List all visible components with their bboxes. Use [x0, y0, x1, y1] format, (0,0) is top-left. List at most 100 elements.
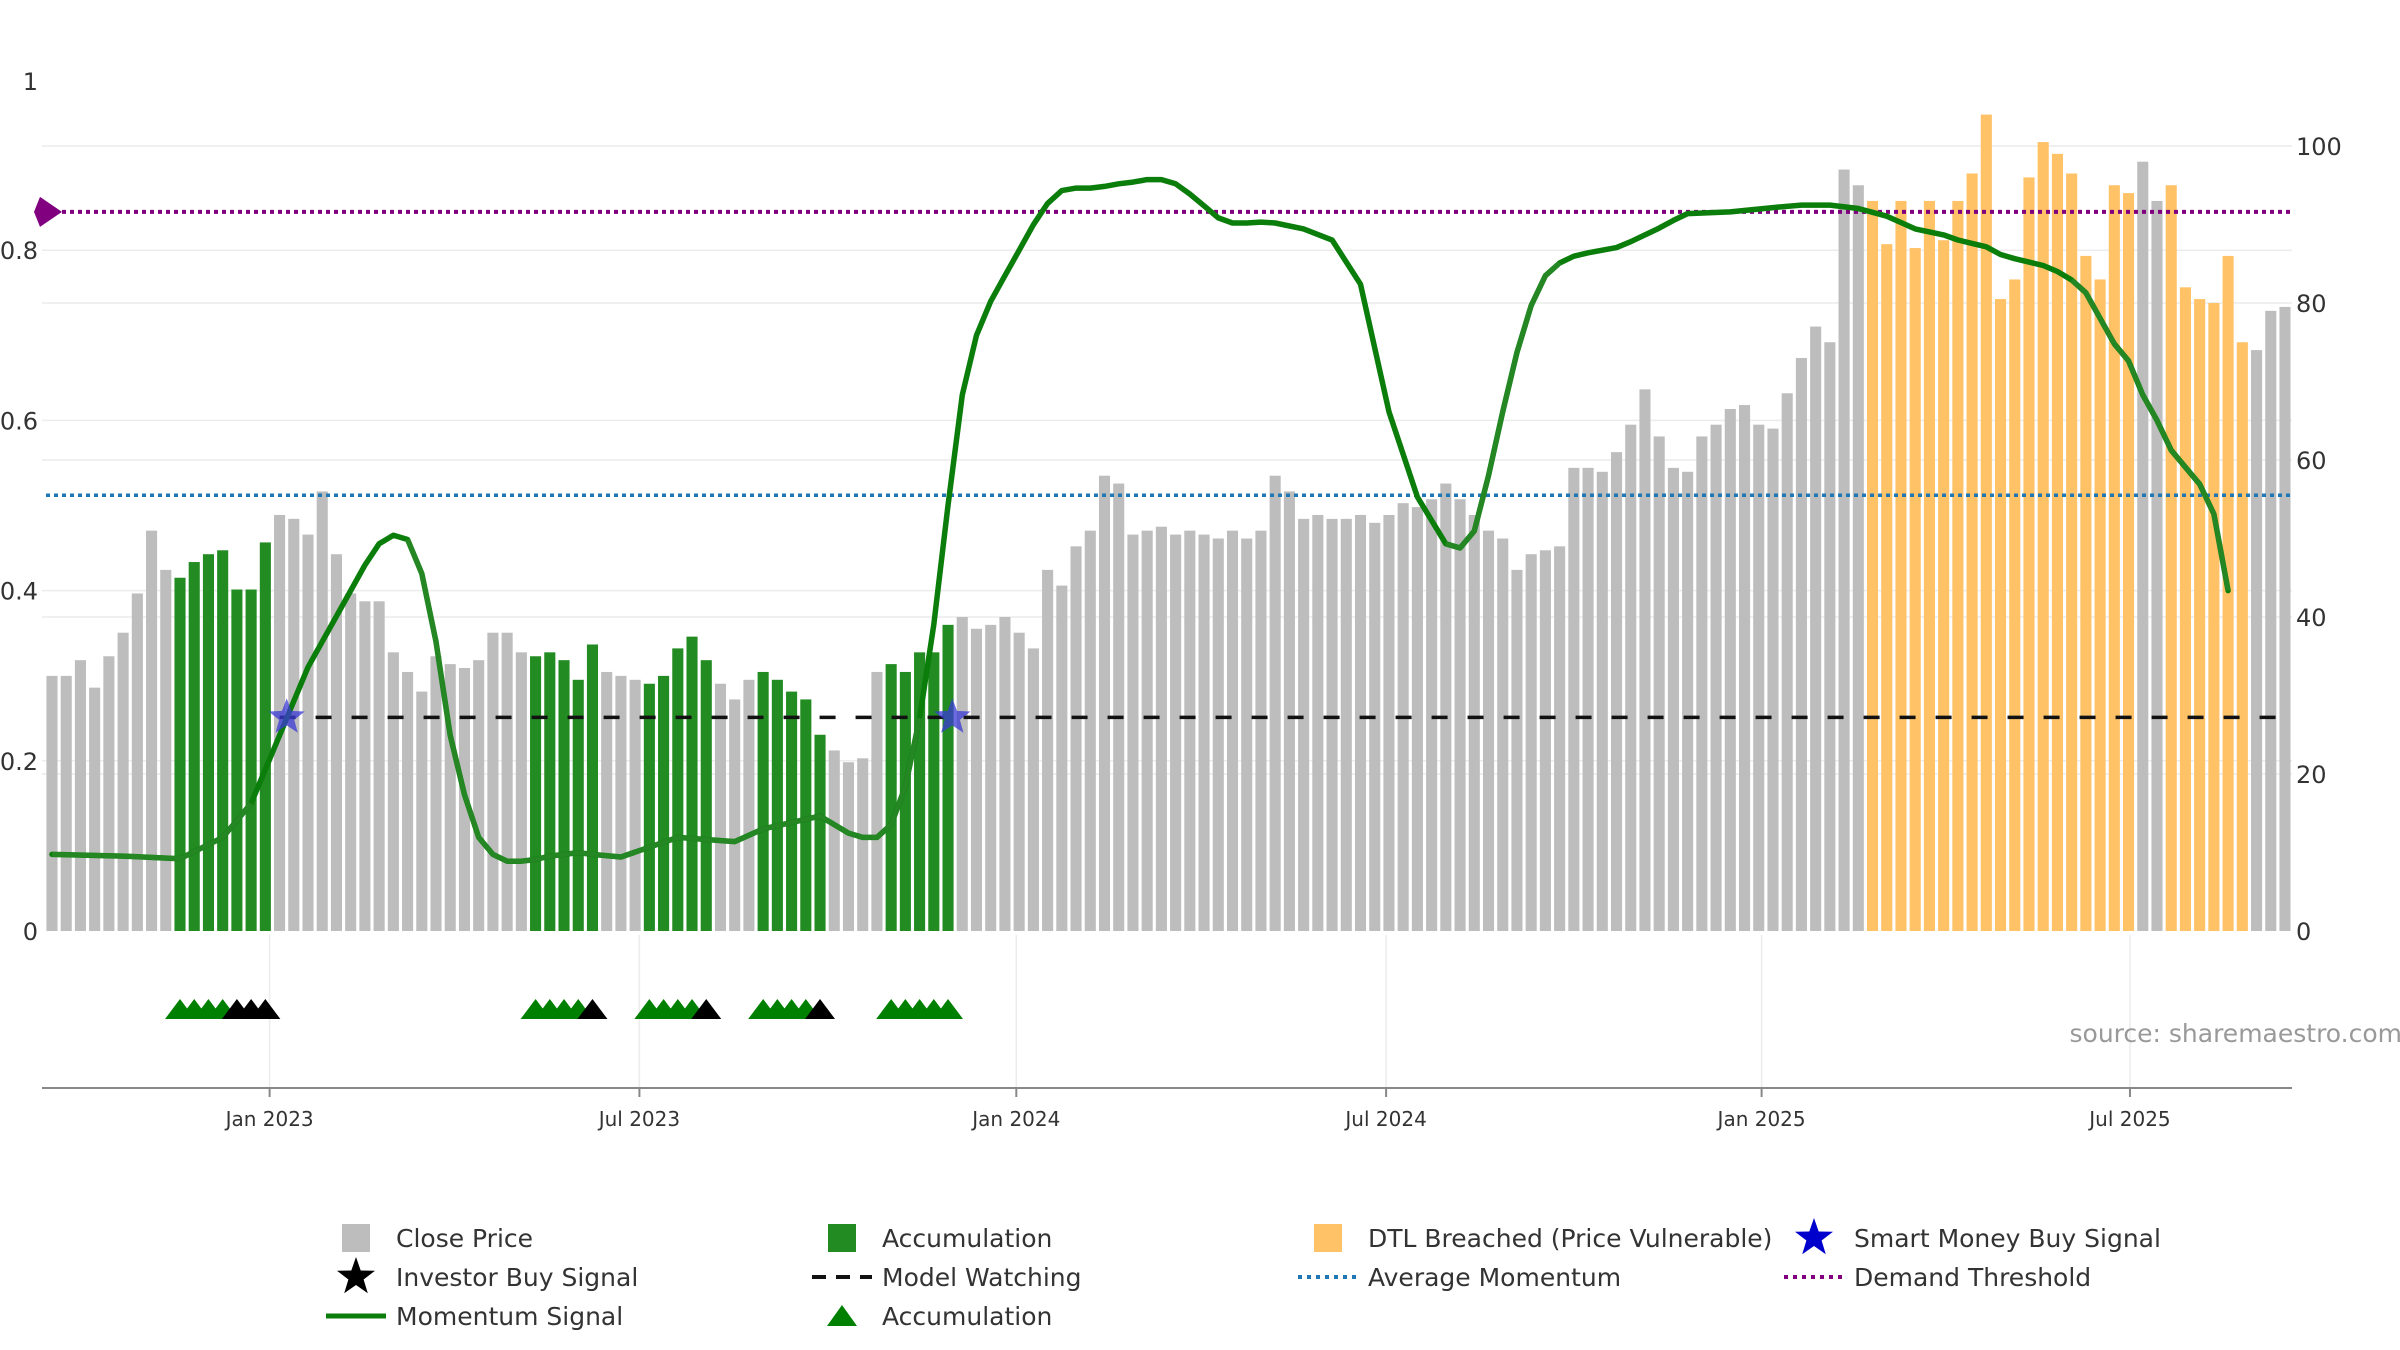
gridlines: [42, 145, 2292, 1088]
legend-label: Accumulation: [882, 1224, 1052, 1253]
close-price-bar: [2194, 299, 2206, 931]
close-price-bar: [160, 569, 172, 931]
close-price-bar: [1909, 248, 1921, 932]
close-price-bar: [501, 632, 513, 931]
legend-label: Momentum Signal: [396, 1302, 623, 1331]
close-price-bar: [1738, 405, 1751, 931]
legend-label: Average Momentum: [1368, 1263, 1621, 1292]
right-tick-label: 0: [2296, 918, 2311, 946]
x-tick-label: Jul 2024: [1343, 1107, 1426, 1131]
legend-label: Smart Money Buy Signal: [1854, 1224, 2161, 1253]
close-price-bar: [601, 671, 613, 931]
close-price-bar: [2165, 185, 2177, 931]
close-price-bar: [202, 554, 214, 931]
close-price-bar: [1184, 530, 1196, 931]
close-price-bar: [359, 601, 371, 931]
close-price-bar: [914, 652, 926, 931]
close-price-bar: [1013, 632, 1025, 931]
close-price-bar: [2251, 350, 2263, 932]
close-price-bar: [2151, 200, 2163, 931]
close-price-bar: [2265, 310, 2277, 932]
close-price-bar: [544, 652, 556, 931]
left-tick-label: 0: [23, 918, 38, 946]
close-price-bar: [1354, 514, 1367, 931]
close-price-bar: [1838, 169, 1850, 932]
close-price-bar: [1952, 200, 1964, 931]
close-price-bar: [89, 687, 101, 931]
close-price-bar: [259, 542, 271, 931]
close-price-bar: [2236, 342, 2248, 931]
x-tick-label: Jan 2024: [970, 1107, 1060, 1131]
close-price-bar: [1938, 240, 1950, 931]
close-price-bar: [928, 652, 940, 931]
close-price-bar: [2023, 177, 2035, 931]
legend-symbol-close: [342, 1224, 370, 1252]
close-price-bar: [2051, 153, 2063, 932]
close-price-bar: [345, 593, 357, 931]
close-price-bar: [330, 554, 342, 931]
x-tick-label: Jan 2025: [1716, 1107, 1806, 1131]
momentum-signal-line: [49, 176, 2231, 864]
close-price-bar: [1255, 530, 1267, 931]
close-price-bar: [1312, 514, 1324, 931]
close-price-bar: [1696, 436, 1708, 931]
close-price-bar: [658, 675, 670, 932]
close-price-bar: [1127, 534, 1139, 931]
close-price-bar: [1426, 499, 1438, 931]
close-price-bar: [515, 652, 527, 931]
left-tick-label: 0.8: [0, 237, 38, 265]
close-price-bar: [2208, 303, 2220, 931]
close-price-bar: [2279, 306, 2291, 931]
right-tick-label: 20: [2296, 761, 2327, 789]
investor-buy-triangle: [805, 999, 836, 1019]
close-price-bar: [1653, 436, 1665, 931]
close-price-bar: [1781, 393, 1793, 931]
close-price-bar: [1810, 326, 1822, 931]
legend-label: DTL Breached (Price Vulnerable): [1368, 1224, 1772, 1253]
left-tick-label: 0.6: [0, 407, 38, 435]
smart-money-star: [268, 698, 305, 733]
close-price-bar: [1625, 424, 1637, 931]
close-price-bar: [1767, 428, 1779, 931]
close-price-bar: [2137, 161, 2149, 931]
close-price-bar: [245, 589, 257, 931]
close-price-bar: [1383, 514, 1395, 931]
legend-symbol-accum_tri: [827, 1305, 857, 1326]
close-price-bar: [814, 734, 826, 931]
close-price-bar: [672, 648, 684, 931]
close-price-bar: [373, 601, 385, 931]
close-price-bar: [2179, 287, 2191, 931]
legend-label: Model Watching: [882, 1263, 1082, 1292]
close-price-bar: [473, 660, 485, 931]
close-price-bar: [942, 624, 954, 931]
close-price-bar: [800, 699, 812, 931]
legend-label: Investor Buy Signal: [396, 1263, 638, 1292]
close-price-bar: [970, 628, 983, 931]
legend: Close Price Investor Buy Signal Momentum S…: [326, 1218, 2161, 1331]
close-price-bar: [60, 675, 72, 932]
legend-symbol-dtl: [1314, 1224, 1342, 1252]
close-price-bar: [2066, 173, 2078, 932]
close-price-bar: [46, 675, 58, 932]
close-price-bar: [188, 562, 200, 931]
close-price-bar: [1881, 244, 1893, 932]
close-price-bar: [700, 660, 712, 931]
right-tick-label: 80: [2296, 290, 2327, 318]
investor-buy-triangle: [577, 999, 608, 1019]
smart-money-star: [934, 698, 971, 733]
x-tick-label: Jan 2023: [224, 1107, 314, 1131]
right-tick-label: 60: [2296, 447, 2327, 475]
close-price-bar: [1852, 185, 1864, 931]
close-price-bar: [1497, 538, 1509, 931]
close-price-bar: [430, 656, 442, 931]
left-tick-label: 0.4: [0, 578, 38, 606]
close-price-bar: [2009, 279, 2021, 931]
demand-threshold-marker: [34, 196, 62, 227]
close-price-bar: [1994, 299, 2007, 931]
close-price-bar: [146, 530, 158, 931]
close-price-bar: [1411, 507, 1423, 931]
close-price-bar: [387, 652, 399, 931]
close-price-bar: [2108, 185, 2120, 931]
close-price-bar: [1241, 538, 1253, 931]
left-top-label: 1: [23, 68, 38, 96]
